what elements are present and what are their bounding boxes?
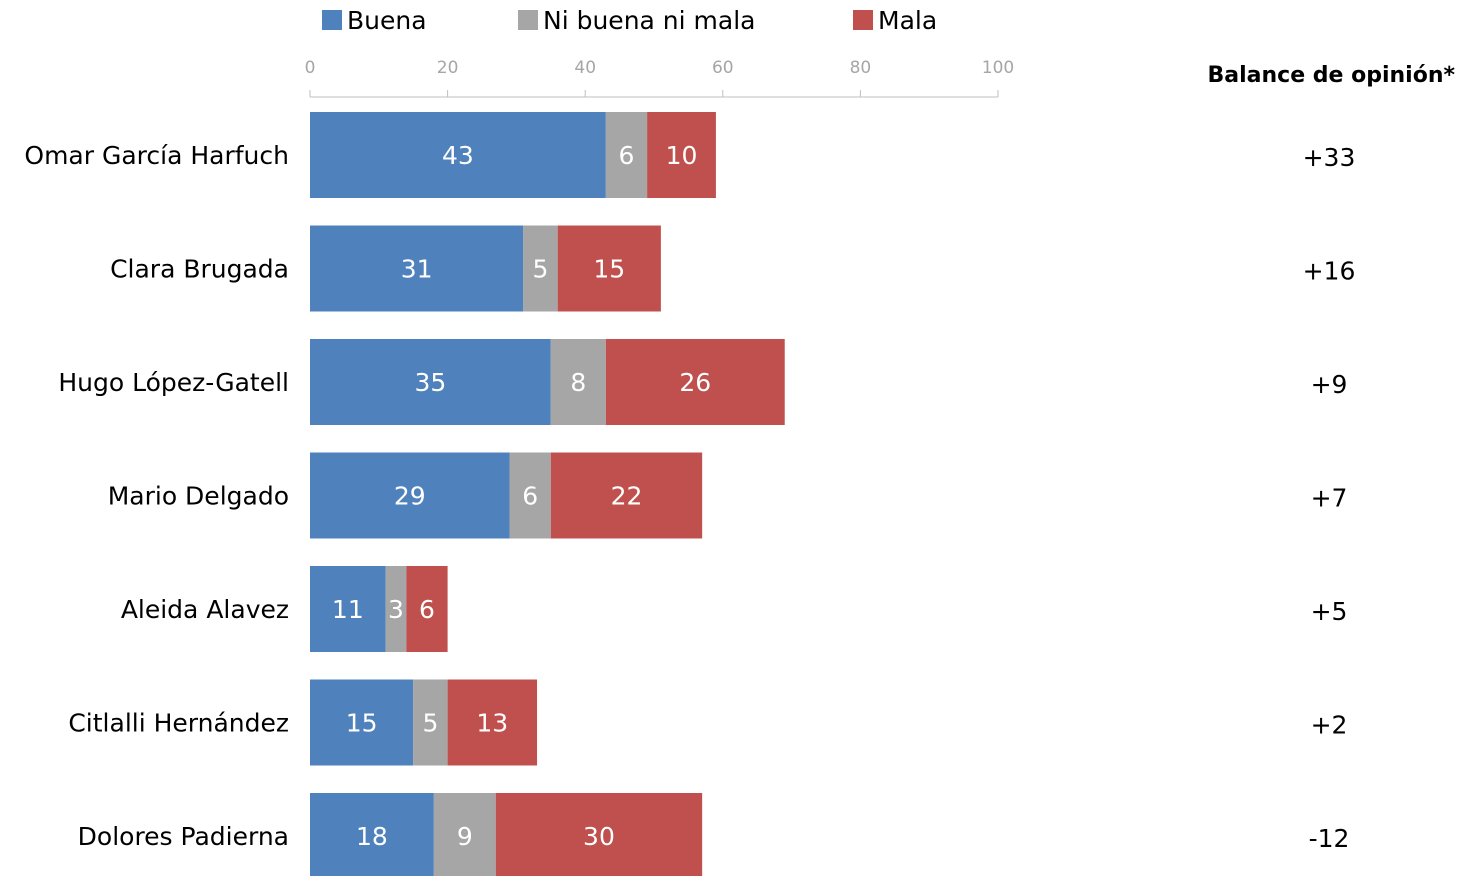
bar-segment-6-0: [310, 793, 434, 876]
x-axis: 0 20 40 60 80 100: [305, 58, 1014, 98]
data-label-3-2: 22: [611, 482, 643, 511]
legend-swatch-2: [853, 10, 873, 30]
legend-swatch-1: [518, 10, 538, 30]
legend-label-0: Buena: [347, 6, 427, 35]
bar-segment-3-1: [509, 452, 551, 539]
bar-segment-6-2: [495, 793, 703, 876]
bar-segment-0-1: [605, 112, 648, 198]
balance-title: Balance de opinión*: [1208, 63, 1456, 88]
bar-segment-4-2: [406, 566, 448, 652]
x-tick-label-5: 100: [982, 58, 1014, 78]
data-label-0-1: 6: [619, 141, 635, 170]
data-label-6-2: 30: [583, 822, 615, 851]
bar-segment-6-1: [433, 793, 496, 876]
category-label-2: Hugo López-Gatell: [58, 368, 289, 397]
category-label-6: Dolores Padierna: [78, 822, 289, 851]
data-label-3-0: 29: [394, 482, 426, 511]
data-label-4-0: 11: [332, 595, 364, 624]
data-label-1-0: 31: [401, 255, 433, 284]
bar-segment-4-0: [310, 566, 386, 652]
bar-segment-1-1: [523, 225, 558, 312]
category-labels: Omar García Harfuch Clara Brugada Hugo Lóp…: [24, 141, 289, 851]
category-label-1: Clara Brugada: [110, 255, 289, 284]
balance-value-0: +33: [1303, 143, 1356, 172]
legend: Buena Ni buena ni mala Mala: [322, 6, 937, 35]
bar-segment-5-0: [310, 679, 414, 766]
data-label-5-1: 5: [422, 709, 438, 738]
data-label-6-1: 9: [457, 822, 473, 851]
x-tick-label-2: 40: [574, 58, 596, 78]
data-label-5-0: 15: [346, 709, 378, 738]
data-label-4-2: 6: [419, 595, 435, 624]
data-label-4-1: 3: [388, 595, 404, 624]
category-label-3: Mario Delgado: [108, 482, 289, 511]
bar-segment-0-0: [310, 112, 606, 198]
bar-segment-1-0: [310, 225, 524, 312]
data-label-2-1: 8: [570, 368, 586, 397]
x-tick-label-1: 20: [437, 58, 459, 78]
balance-value-6: -12: [1309, 824, 1350, 853]
data-label-1-2: 15: [593, 255, 625, 284]
legend-swatch-0: [322, 10, 342, 30]
data-label-0-2: 10: [666, 141, 698, 170]
bar-segment-2-1: [550, 339, 606, 425]
legend-label-1: Ni buena ni mala: [543, 6, 755, 35]
balance-column: Balance de opinión* +33 +16 +9 +7 +5 +2 -12: [1208, 63, 1456, 853]
x-tick-label-4: 80: [850, 58, 872, 78]
data-label-2-0: 35: [414, 368, 446, 397]
x-tick-label-3: 60: [712, 58, 734, 78]
data-label-2-2: 26: [679, 368, 711, 397]
bar-segment-0-2: [647, 112, 716, 198]
balance-value-4: +5: [1311, 597, 1348, 626]
bar-segment-3-2: [550, 452, 703, 539]
x-tick-label-0: 0: [305, 58, 316, 78]
balance-value-1: +16: [1303, 257, 1356, 286]
data-label-6-0: 18: [356, 822, 388, 851]
bar-segment-5-2: [447, 679, 538, 766]
bar-segment-2-2: [605, 339, 785, 425]
category-label-5: Citlalli Hernández: [68, 709, 289, 738]
bar-segment-5-1: [413, 679, 448, 766]
bar-segment-4-1: [385, 566, 407, 652]
category-label-4: Aleida Alavez: [121, 595, 289, 624]
category-label-0: Omar García Harfuch: [24, 141, 289, 170]
balance-value-2: +9: [1311, 370, 1348, 399]
bar-segment-2-0: [310, 339, 551, 425]
data-label-0-0: 43: [442, 141, 474, 170]
balance-value-3: +7: [1311, 484, 1348, 513]
data-label-5-2: 13: [476, 709, 508, 738]
bar-segment-1-2: [557, 225, 661, 312]
bar-segment-3-0: [310, 452, 510, 539]
legend-label-2: Mala: [878, 6, 937, 35]
balance-value-5: +2: [1311, 711, 1348, 740]
data-label-1-1: 5: [533, 255, 549, 284]
data-label-3-1: 6: [522, 482, 538, 511]
